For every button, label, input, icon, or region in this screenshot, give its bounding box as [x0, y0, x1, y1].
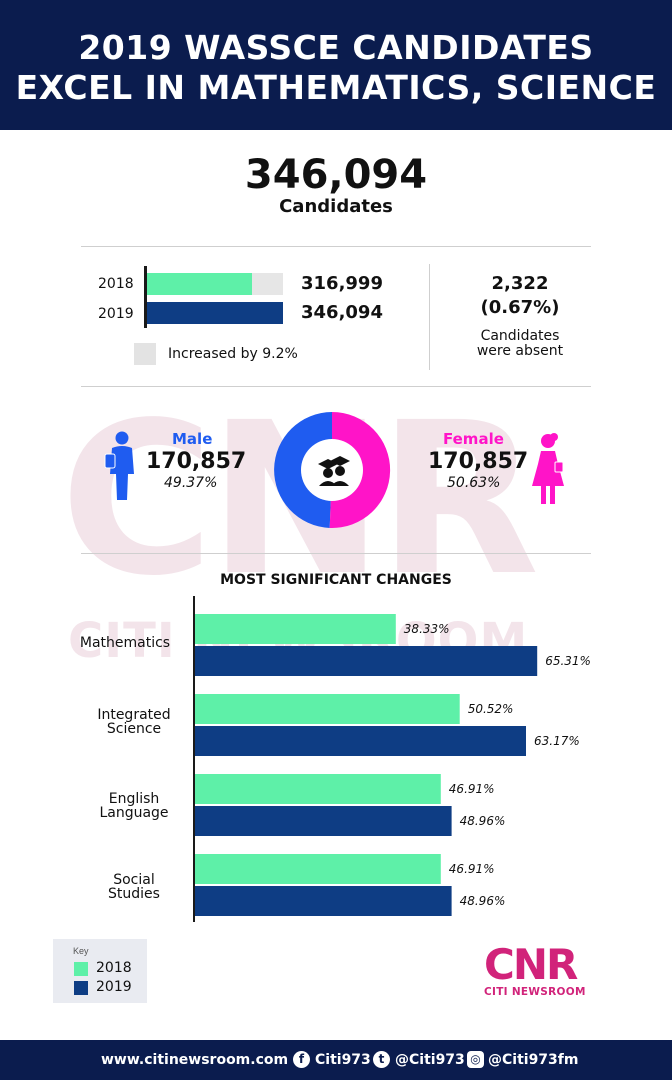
bar-label-mathematics-2018: 38.33%: [404, 622, 450, 636]
category-label-english-language: English Language: [99, 791, 169, 821]
absent-label-line-2: were absent: [476, 343, 564, 359]
male-count: 170,857: [146, 449, 247, 474]
bar-mathematics-2019: [195, 646, 538, 676]
comparison-bar-2019: [147, 302, 283, 324]
legend-title: Key: [73, 946, 89, 956]
increase-label: Increased by 9.2%: [168, 346, 298, 362]
bar-label-social-studies-2019: 48.96%: [460, 894, 506, 908]
total-candidates-label: Candidates: [279, 196, 393, 217]
year-label-2019: 2019: [98, 306, 134, 322]
male-percent: 49.37%: [164, 475, 218, 491]
legend-box: [53, 939, 147, 1003]
bar-label-integrated-science-2018: 50.52%: [468, 702, 514, 716]
gender-donut-chart: [274, 411, 391, 528]
bar-mathematics-2018: [195, 614, 396, 644]
female-percent: 50.63%: [447, 475, 501, 491]
divider-top: [81, 246, 591, 247]
legend-swatch-2019: [74, 981, 88, 995]
bar-label-integrated-science-2019: 63.17%: [534, 734, 580, 748]
increase-swatch: [134, 343, 156, 365]
male-person-icon: [104, 431, 134, 500]
cnr-logo-subtitle: CITI NEWSROOM: [484, 986, 586, 998]
bar-label-english-language-2018: 46.91%: [449, 782, 495, 796]
graduates-icon: [318, 456, 350, 486]
twitter-icon: t: [373, 1051, 390, 1068]
year-label-2018: 2018: [98, 276, 134, 292]
bar-label-social-studies-2018: 46.91%: [449, 862, 495, 876]
legend-label-2019: 2019: [96, 979, 132, 995]
bar-integrated-science-2019: [195, 726, 526, 756]
total-candidates-value: 346,094: [244, 152, 428, 198]
comparison-value-2018: 316,999: [301, 273, 383, 294]
headline-line-1: 2019 WASSCE CANDIDATES: [78, 28, 594, 67]
bar-label-english-language-2019: 48.96%: [460, 814, 506, 828]
comparison-bar-2018: [147, 273, 252, 295]
header-banner: 2019 WASSCE CANDIDATES EXCEL IN MATHEMAT…: [0, 0, 672, 130]
comparison-axis: [144, 266, 147, 328]
bar-social-studies-2018: [195, 854, 441, 884]
absent-label-line-1: Candidates: [480, 328, 560, 344]
legend-swatch-2018: [74, 962, 88, 976]
instagram-icon: ◎: [467, 1051, 484, 1068]
significant-changes-bar-chart: 38.33% 65.31% 50.52% 63.17% 46.91% 48.96% 46.9…: [193, 596, 591, 922]
absent-percent: (0.67%): [480, 297, 560, 318]
male-title: Male: [172, 430, 213, 448]
legend-label-2018: 2018: [96, 960, 132, 976]
category-label-integrated-science: Integrated Science: [97, 707, 171, 737]
footer-instagram-handle[interactable]: @Citi973fm: [488, 1052, 579, 1068]
divider-bottom: [81, 553, 591, 554]
footer-twitter-handle[interactable]: @Citi973: [395, 1052, 465, 1068]
bar-label-mathematics-2019: 65.31%: [545, 654, 591, 668]
category-label-mathematics: Mathematics: [79, 635, 171, 651]
bar-integrated-science-2018: [195, 694, 460, 724]
bar-social-studies-2019: [195, 886, 452, 916]
female-count: 170,857: [428, 449, 529, 474]
footer-website-link[interactable]: www.citinewsroom.com: [101, 1052, 289, 1068]
vertical-divider: [429, 264, 430, 370]
footer-bar: www.citinewsroom.com f Citi973 t @Citi97…: [0, 1040, 672, 1080]
absent-count: 2,322: [491, 273, 549, 294]
cnr-logo: CNR: [484, 940, 578, 989]
chart-title: MOST SIGNIFICANT CHANGES: [220, 572, 452, 588]
facebook-icon: f: [293, 1051, 310, 1068]
headline-line-2: EXCEL IN MATHEMATICS, SCIENCE: [15, 68, 657, 107]
female-title: Female: [443, 430, 504, 448]
footer-facebook-handle[interactable]: Citi973: [315, 1052, 371, 1068]
bar-english-language-2019: [195, 806, 452, 836]
category-label-social-studies: Social Studies: [108, 872, 160, 902]
divider-middle: [81, 386, 591, 387]
comparison-value-2019: 346,094: [301, 302, 383, 323]
bar-english-language-2018: [195, 774, 441, 804]
female-person-icon: [532, 433, 564, 504]
